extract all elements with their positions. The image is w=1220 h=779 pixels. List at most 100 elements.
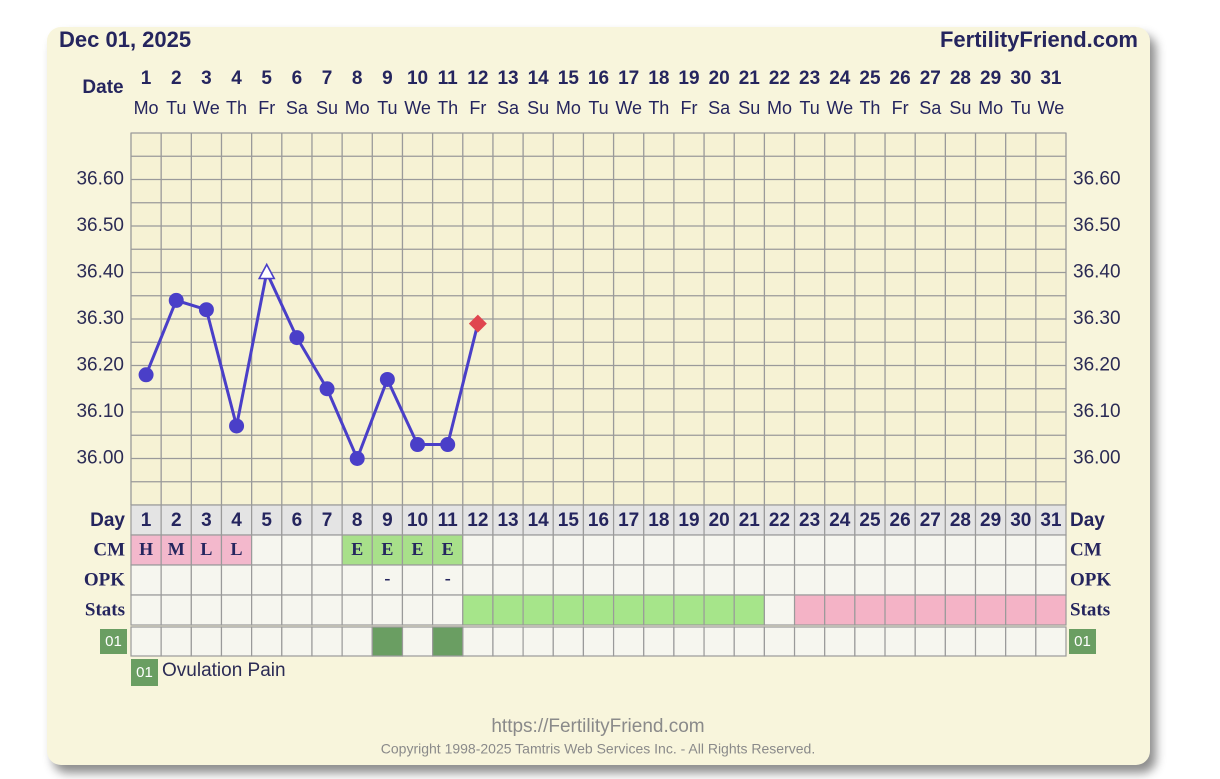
stats-cell — [220, 594, 253, 626]
cm-cell — [673, 534, 705, 566]
cm-cell — [130, 534, 162, 566]
cm-cell — [914, 534, 946, 566]
stats-cell — [281, 594, 313, 626]
cm-cell — [371, 534, 404, 566]
day-cell — [793, 504, 826, 536]
stats-cell — [1035, 594, 1067, 626]
opk-cell — [733, 564, 765, 596]
day-cell — [130, 504, 162, 536]
symptom-cell — [733, 626, 765, 657]
stats-cell — [703, 594, 735, 626]
day-cell — [582, 504, 615, 536]
symptom-mark — [371, 626, 404, 657]
day-number: 11 — [438, 510, 459, 531]
stats-cell — [432, 594, 464, 626]
opk-cell — [914, 564, 946, 596]
weekday: Tu — [377, 98, 397, 118]
y-tick-label: 36.00 — [76, 448, 124, 469]
opk-cell — [220, 564, 253, 596]
y-tick-label-right: 36.10 — [1073, 401, 1121, 422]
symptom-cell — [522, 626, 554, 657]
stats-cell — [673, 594, 705, 626]
date-number: 10 — [407, 68, 428, 89]
symptom-cell — [130, 626, 162, 657]
cm-value: E — [351, 539, 363, 559]
cm-cell — [220, 534, 253, 566]
day-number: 19 — [678, 510, 699, 531]
date-number: 27 — [920, 68, 941, 89]
day-number: 24 — [829, 510, 851, 531]
date-number: 15 — [558, 68, 580, 89]
symptom-cell — [824, 626, 856, 657]
temperature-point — [410, 437, 426, 453]
weekday: Su — [949, 98, 971, 118]
date-number: 18 — [648, 68, 669, 89]
symptom-cell — [552, 626, 585, 657]
temperature-point — [440, 437, 456, 453]
stats-cell — [311, 594, 343, 626]
opk-cell — [824, 564, 856, 596]
date-number: 2 — [171, 68, 182, 89]
stats-cell — [401, 594, 434, 626]
symptom-code: 01 — [1074, 633, 1091, 650]
day-number: 21 — [739, 510, 761, 531]
date-number: 24 — [829, 68, 851, 89]
symptom-badge — [100, 629, 127, 654]
day-cell — [643, 504, 675, 536]
temperature-point — [349, 451, 365, 466]
stats-cell — [371, 594, 404, 626]
day-cell — [824, 504, 856, 536]
date-number: 7 — [322, 68, 333, 89]
y-tick-label-right: 36.00 — [1073, 448, 1121, 469]
day-number: 14 — [528, 510, 550, 531]
temperature-point — [198, 302, 214, 318]
opk-cell — [341, 564, 373, 596]
cm-cell — [492, 534, 524, 566]
temperature-point — [319, 381, 335, 397]
symptom-cell — [884, 626, 916, 657]
opk-cell — [462, 564, 494, 596]
date-number: 5 — [261, 68, 272, 89]
y-tick-label-right: 36.60 — [1073, 169, 1121, 190]
cm-cell — [552, 534, 585, 566]
cm-cell — [281, 534, 313, 566]
day-number: 30 — [1010, 510, 1031, 531]
stats-cell — [854, 594, 886, 626]
symptom-cell — [763, 626, 796, 657]
cm-cell — [703, 534, 735, 566]
cm-cell — [854, 534, 886, 566]
copyright: Copyright 1998-2025 Tamtris Web Services… — [381, 741, 815, 757]
temperature-point — [379, 371, 395, 387]
day-number: 8 — [352, 510, 363, 531]
weekday: Su — [316, 98, 338, 118]
opk-cell — [522, 564, 554, 596]
symptom-cell — [914, 626, 946, 657]
weekday: Sa — [919, 98, 942, 118]
opk-cell — [944, 564, 977, 596]
opk-cell — [251, 564, 283, 596]
symptom-cell — [492, 626, 524, 657]
stats-cell — [733, 594, 765, 626]
y-tick-label: 36.40 — [76, 262, 124, 283]
day-cell — [522, 504, 554, 536]
stats-cell — [944, 594, 977, 626]
stats-cell — [974, 594, 1007, 626]
date-number: 23 — [799, 68, 820, 89]
legend-code: 01 — [136, 664, 153, 681]
weekday: Tu — [1011, 98, 1031, 118]
cm-cell — [251, 534, 283, 566]
opk-cell — [854, 564, 886, 596]
date-number: 9 — [382, 68, 393, 89]
symptom-cell — [160, 626, 192, 657]
symptom-cell — [190, 626, 223, 657]
opk-cell — [1035, 564, 1067, 596]
weekday: Th — [437, 98, 458, 118]
opk-cell — [763, 564, 796, 596]
weekday: Mo — [134, 98, 159, 118]
day-number: 16 — [588, 510, 609, 531]
y-tick-label: 36.20 — [76, 355, 124, 376]
stats-cell — [793, 594, 826, 626]
cm-value: E — [442, 539, 454, 559]
symptom-cell — [1005, 626, 1037, 657]
